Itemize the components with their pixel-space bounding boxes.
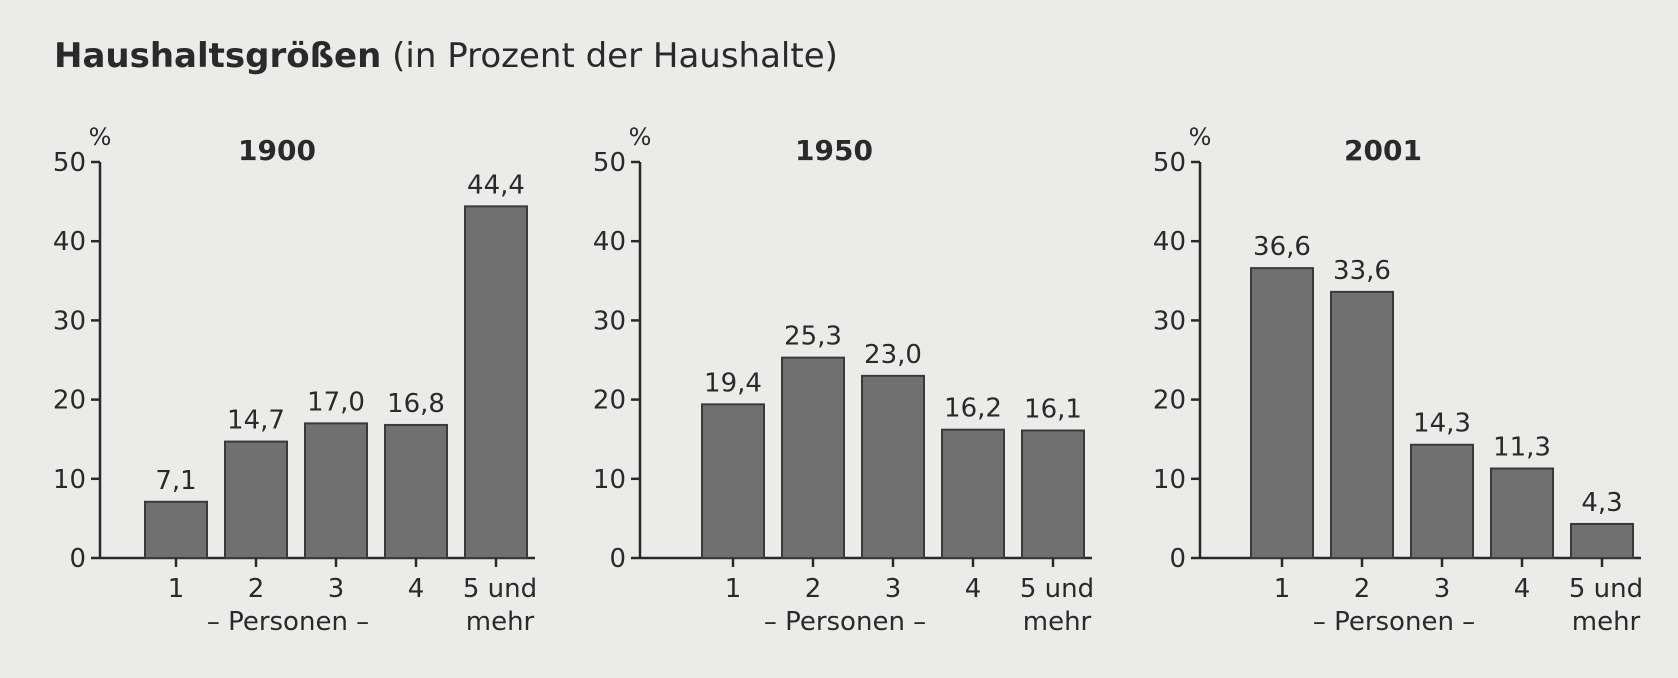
- chart-title: 1950: [795, 134, 873, 167]
- x-tick-label-line: 2: [805, 574, 822, 604]
- y-tick-label: 20: [593, 386, 626, 416]
- y-tick-label: 0: [609, 544, 626, 574]
- x-tick-label-line: mehr: [1572, 607, 1641, 637]
- x-tick-label-line: 1: [725, 574, 742, 604]
- x-axis-label: – Personen –: [1313, 607, 1475, 637]
- x-tick-label: 1: [725, 574, 742, 604]
- x-tick-label-line: 5 und: [1020, 574, 1094, 604]
- data-label: 44,4: [467, 170, 525, 200]
- y-tick-label: 20: [53, 386, 86, 416]
- figure-title-main: Haushaltsgrößen: [54, 36, 382, 76]
- x-tick-label-line: 3: [885, 574, 902, 604]
- x-axis-label: – Personen –: [764, 607, 926, 637]
- y-tick-label: 0: [1169, 544, 1186, 574]
- x-tick-label-line: 2: [1354, 574, 1371, 604]
- y-axis-unit-label: %: [89, 123, 112, 151]
- y-axis-unit-label: %: [629, 123, 652, 151]
- x-tick-label-line: 3: [1434, 574, 1451, 604]
- bar: [224, 440, 288, 559]
- x-tick-label: 1: [1274, 574, 1291, 604]
- y-tick-label: 40: [593, 227, 626, 257]
- y-tick-label: 0: [69, 544, 86, 574]
- data-label: 17,0: [307, 387, 365, 417]
- y-tick-label: 30: [1153, 306, 1186, 336]
- chart-2001: 0 10 20 30 40 50% 2001 36,6 1 33,6 2 14,3 3 11,3 4 4,3 5…: [1153, 123, 1643, 637]
- data-label: 16,8: [387, 389, 445, 419]
- y-tick-label: 10: [53, 465, 86, 495]
- data-label: 23,0: [864, 340, 922, 370]
- bar: [781, 356, 845, 559]
- x-tick-label: 2: [248, 574, 265, 604]
- bar: [144, 500, 208, 560]
- x-tick-label: 4: [965, 574, 982, 604]
- y-tick-label: 30: [593, 306, 626, 336]
- y-tick-label: 20: [1153, 386, 1186, 416]
- data-label: 36,6: [1253, 232, 1311, 262]
- x-tick-label: 4: [408, 574, 425, 604]
- data-label: 14,7: [227, 406, 285, 436]
- data-label: 14,3: [1413, 409, 1471, 439]
- chart-title: 2001: [1344, 134, 1422, 167]
- x-tick-label-line: 4: [965, 574, 982, 604]
- data-label: 33,6: [1333, 256, 1391, 286]
- bar: [1410, 443, 1474, 559]
- y-tick-label: 10: [1153, 465, 1186, 495]
- x-tick-label: 3: [885, 574, 902, 604]
- data-label: 25,3: [784, 322, 842, 352]
- x-tick-label-line: 2: [248, 574, 265, 604]
- data-label: 16,1: [1024, 394, 1082, 424]
- y-tick-label: 50: [53, 148, 86, 178]
- x-tick-label-line: 5 und: [463, 574, 537, 604]
- x-tick-label-line: 1: [168, 574, 185, 604]
- y-axis-unit-label: %: [1189, 123, 1212, 151]
- chart-1950: 0 10 20 30 40 50% 1950 19,4 1 25,3 2 23,0 3 16,2 4 16,1…: [593, 123, 1094, 637]
- data-label: 4,3: [1581, 488, 1622, 518]
- y-tick-label: 10: [593, 465, 626, 495]
- x-tick-label: 4: [1514, 574, 1531, 604]
- data-label: 19,4: [704, 368, 762, 398]
- figure-title: Haushaltsgrößen (in Prozent der Haushalt…: [54, 34, 838, 78]
- y-tick-label: 50: [593, 148, 626, 178]
- chart-1900: 0 10 20 30 40 50% 1900 7,1 1 14,7 2 17,0 3 16,8 4 44,4 5…: [53, 123, 537, 637]
- data-label: 11,3: [1493, 433, 1551, 463]
- chart-title: 1900: [238, 134, 316, 167]
- x-tick-label: 3: [328, 574, 345, 604]
- data-label: 16,2: [944, 394, 1002, 424]
- bar: [1330, 290, 1394, 559]
- x-tick-label: 2: [1354, 574, 1371, 604]
- bar: [1490, 467, 1554, 559]
- x-tick-label-line: 4: [408, 574, 425, 604]
- x-tick-label: 3: [1434, 574, 1451, 604]
- bar: [1570, 522, 1634, 559]
- bar: [1250, 267, 1314, 559]
- y-tick-label: 40: [1153, 227, 1186, 257]
- bar: [701, 403, 765, 559]
- y-tick-label: 50: [1153, 148, 1186, 178]
- x-tick-label-line: 3: [328, 574, 345, 604]
- x-tick-label-line: 5 und: [1569, 574, 1643, 604]
- y-tick-label: 40: [53, 227, 86, 257]
- x-tick-label: 2: [805, 574, 822, 604]
- x-tick-label-line: mehr: [1023, 607, 1092, 637]
- bar: [1021, 429, 1085, 560]
- bar: [304, 422, 368, 559]
- x-tick-label-line: 4: [1514, 574, 1531, 604]
- x-tick-label: 1: [168, 574, 185, 604]
- bar: [941, 428, 1005, 560]
- bar: [464, 205, 528, 560]
- y-tick-label: 30: [53, 306, 86, 336]
- bar: [861, 374, 925, 559]
- bar: [384, 423, 448, 559]
- x-tick-label-line: 1: [1274, 574, 1291, 604]
- data-label: 7,1: [155, 466, 196, 496]
- x-tick-label-line: mehr: [466, 607, 535, 637]
- figure-title-subtitle: (in Prozent der Haushalte): [381, 36, 838, 76]
- x-axis-label: – Personen –: [207, 607, 369, 637]
